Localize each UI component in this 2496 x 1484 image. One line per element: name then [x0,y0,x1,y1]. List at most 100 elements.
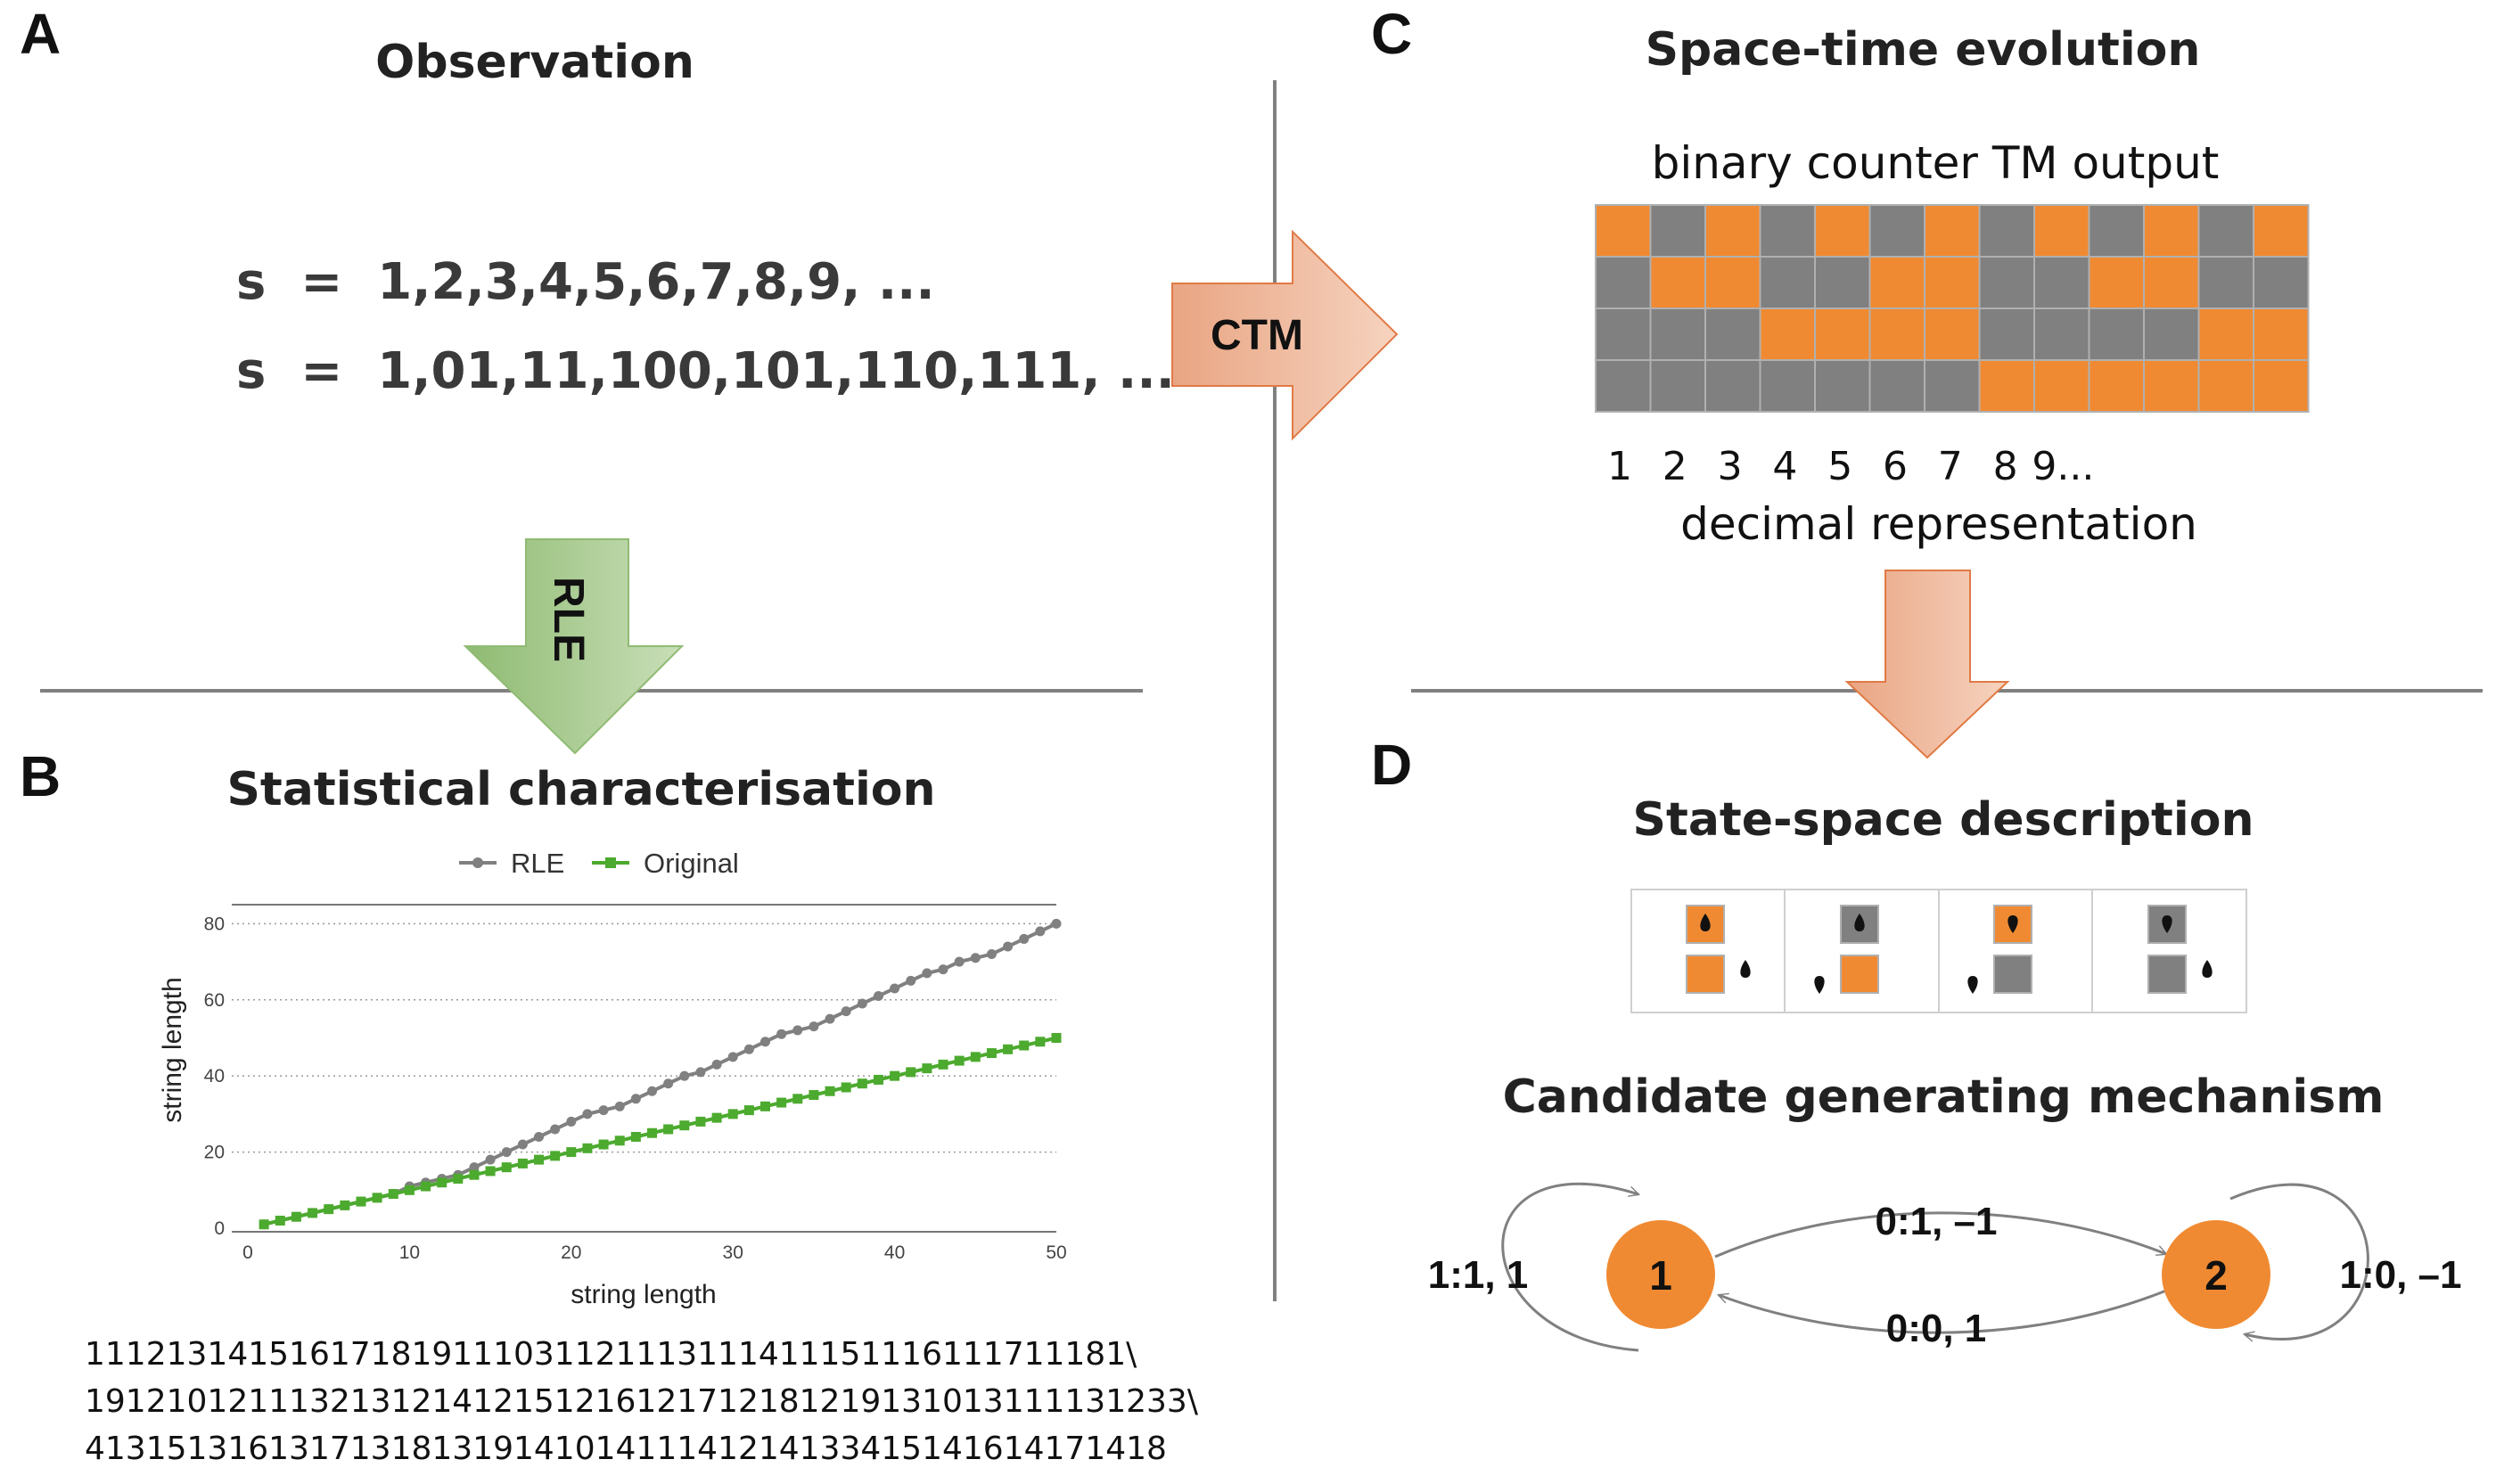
data-point [1019,933,1030,944]
legend-marker [605,857,616,868]
grid-cell [1649,307,1706,361]
data-point [679,1120,690,1131]
sequence-binary: s = 1,01,11,100,101,110,111, ... [236,342,1175,400]
data-point [663,1078,674,1089]
data-point [890,1070,900,1081]
panel-a-title: Observation [375,36,694,89]
data-point [566,1116,577,1127]
state-graph: 1 2 1:1, 1 1:0, –1 0:1, –1 0:0, 1 [1428,1182,2462,1352]
state-space-table [1630,889,2247,1013]
data-point [759,1101,770,1111]
grid-cell [2088,204,2145,258]
grid-cell [1978,256,2035,309]
decimal-number: 5 [1827,444,1852,489]
self-loop-2-label: 1:0, –1 [2340,1253,2462,1297]
grid-cell [2088,359,2145,413]
line-chart: RLE Original 0 20 40 60 80 0 10 20 30 40 50 string… [158,848,1067,1309]
grid-cell [2088,256,2145,309]
data-point [857,998,867,1009]
data-point [857,1078,867,1089]
grid-cell [1868,256,1925,309]
data-point [598,1139,609,1150]
data-point [727,1109,738,1119]
grid-cell [2253,204,2310,258]
rle-arrow-label: RLE [545,577,592,662]
grid-cell [1759,359,1816,413]
decimal-numbers: 1 2 3 4 5 6 7 8 9... [1607,444,2094,489]
panel-c-title: Space-time evolution [1646,23,2201,77]
decimal-number: 8 [1993,444,2018,489]
data-point [388,1189,398,1200]
decimal-number: 4 [1772,444,1797,489]
data-point [501,1162,512,1173]
data-point [954,956,965,967]
tape-cell-bottom [1993,955,2032,994]
c-to-d-arrow [1844,570,2010,759]
read-head-icon [2202,960,2213,978]
grid-cell [1814,204,1871,258]
data-point [501,1147,512,1158]
panel-letter-b: B [20,744,61,808]
grid-cell [2197,256,2254,309]
grid-cell [1759,256,1816,309]
data-point [469,1169,480,1180]
edge-2-to-1 [1719,1289,2167,1334]
edge-1-to-2-label: 0:1, –1 [1876,1200,1998,1243]
data-point [275,1215,285,1226]
read-head-icon [1854,914,1865,931]
legend-label: Original [644,848,739,879]
data-point [970,953,981,963]
grid-cell [1595,204,1652,258]
grid-cell [2197,307,2254,361]
data-point [453,1173,464,1184]
data-point [841,1006,851,1017]
read-head-icon [1967,976,1978,994]
mechanism-title: Candidate generating mechanism [1503,1070,2385,1124]
grid-cell [1595,256,1652,309]
y-tick-label: 80 [204,914,225,934]
decimal-number: 2 [1663,444,1687,489]
read-head-icon [1814,976,1825,994]
grid-cell [1868,307,1925,361]
chart-series [259,918,1062,1230]
grid-cell [2033,307,2090,361]
data-point [825,1086,835,1096]
grid-cell [2033,359,2090,413]
data-point [1035,1037,1046,1047]
panel-b-title: Statistical characterisation [226,763,935,816]
rle-output-line-3: 4131513161317131813191410141114121413341… [85,1431,1167,1467]
read-head-icon [1740,960,1751,978]
grid-cell [1978,359,2035,413]
chart-gridlines: 0 20 40 60 80 [204,904,1056,1239]
y-tick-label: 60 [204,990,225,1011]
grid-cell [1704,256,1761,309]
data-point [469,1162,480,1173]
rle-output-line-2: 1912101211132131214121512161217121812191… [85,1383,1199,1420]
x-tick-label: 20 [561,1242,581,1263]
state-node-1-label: 1 [1649,1252,1672,1299]
data-point [614,1136,625,1146]
grid-cell [1595,307,1652,361]
data-point [630,1132,641,1143]
data-point [695,1067,706,1078]
data-point [340,1200,350,1210]
data-point [825,1013,835,1024]
grid-cell [1649,256,1706,309]
data-point [890,983,900,994]
data-point [534,1154,545,1165]
grid-cell [1868,204,1925,258]
data-point [1051,1032,1062,1043]
x-tick-label: 30 [723,1242,743,1263]
read-head-icon [1700,914,1711,931]
data-point [809,1090,819,1101]
data-point [938,964,948,975]
tape-cell-bottom [1686,955,1725,994]
grid-cell [1759,204,1816,258]
rle-output-line-1: 1112131415161718191110311211131114111511… [85,1336,1137,1373]
data-point [437,1177,447,1188]
grid-cell [1924,307,1981,361]
grid-cell [2033,256,2090,309]
state-cell [2147,905,2213,994]
read-head-icon [2007,915,2018,933]
grid-cell [2143,204,2200,258]
